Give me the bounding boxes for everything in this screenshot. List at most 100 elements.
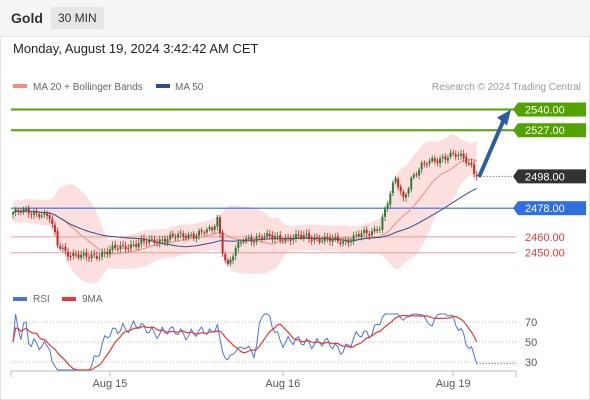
candle-body	[229, 259, 232, 264]
candle-body	[51, 218, 54, 225]
candle-body	[321, 240, 324, 242]
level-tag-pointer-0	[513, 102, 518, 117]
candle-body	[250, 236, 253, 242]
candle-body	[423, 162, 426, 164]
legend-swatch-ma20	[13, 84, 27, 88]
candle-body	[182, 233, 185, 237]
candle-body	[363, 230, 366, 234]
candle-body	[289, 239, 292, 241]
candle-body	[53, 224, 56, 233]
price-legend: MA 20 + Bollinger Bands MA 50	[13, 82, 204, 93]
candle-body	[17, 210, 20, 212]
candle-body	[360, 233, 363, 238]
projection-arrow-head	[497, 109, 511, 126]
candle-body	[300, 234, 303, 239]
candle-body	[266, 233, 269, 237]
candle-body	[95, 255, 98, 259]
candle-body	[449, 152, 452, 158]
level-label-3: 2478.00	[525, 203, 565, 215]
candle-body	[232, 256, 235, 261]
candle-body	[166, 239, 169, 243]
candle-body	[59, 246, 62, 249]
candle-body	[226, 260, 229, 264]
candle-body	[213, 226, 216, 230]
candle-body	[405, 194, 407, 198]
candle-body	[441, 156, 444, 159]
candle-body	[174, 236, 177, 238]
candle-body	[187, 234, 190, 239]
candle-body	[334, 237, 337, 239]
candle-body	[27, 207, 30, 214]
candle-body	[439, 158, 442, 164]
candle-body	[302, 235, 305, 239]
candle-body	[326, 237, 329, 239]
legend-label-rsi: RSI	[33, 294, 50, 305]
rsi-tick-0: 70	[525, 317, 537, 329]
candle-body	[22, 208, 25, 213]
candle-body	[452, 152, 455, 154]
candle-body	[132, 244, 135, 246]
candle-body	[77, 254, 80, 258]
candle-body	[391, 182, 394, 194]
candle-body	[436, 160, 439, 163]
candle-body	[433, 158, 436, 162]
candle-body	[169, 234, 172, 240]
candle-body	[297, 234, 300, 236]
candle-body	[253, 241, 256, 243]
candle-body	[156, 242, 159, 244]
candle-body	[284, 238, 287, 242]
candle-body	[72, 253, 75, 256]
candle-body	[394, 177, 397, 183]
candle-body	[263, 236, 266, 239]
candle-body	[339, 242, 342, 245]
candle-body	[370, 231, 373, 235]
candle-body	[287, 237, 290, 239]
candle-body	[56, 231, 59, 246]
candle-body	[294, 233, 297, 239]
candle-body	[407, 188, 410, 194]
candle-body	[85, 252, 88, 257]
candle-body	[245, 238, 248, 243]
candle-body	[19, 210, 22, 213]
candle-body	[80, 254, 83, 258]
level-tag-0	[518, 102, 586, 117]
level-label-0: 2540.00	[525, 105, 565, 117]
candle-body	[101, 252, 104, 257]
candle-body	[397, 178, 400, 188]
candle-body	[200, 230, 203, 232]
candle-body	[378, 229, 381, 231]
candle-body	[127, 248, 130, 250]
candle-body	[93, 253, 96, 255]
candle-body	[274, 236, 276, 240]
candle-body	[35, 210, 38, 214]
candle-body	[462, 153, 465, 158]
candle-body	[386, 203, 389, 209]
rsi-panel: 70 50 30	[11, 313, 537, 371]
candle-body	[247, 237, 250, 239]
timeframe-button[interactable]: 30 MIN	[51, 7, 104, 29]
x-axis: Aug 15 Aug 16 Aug 19	[10, 370, 517, 390]
legend-swatch-ma50	[156, 84, 170, 88]
bollinger-band-area	[13, 134, 477, 284]
candle-body	[475, 174, 478, 177]
candle-body	[399, 186, 402, 192]
chart-header: Gold 30 MIN	[0, 0, 590, 37]
candle-body	[420, 162, 423, 170]
candle-body	[342, 241, 345, 244]
candle-body	[158, 239, 161, 244]
candle-body	[242, 241, 245, 243]
candle-body	[467, 162, 470, 165]
candle-body	[90, 254, 93, 259]
candle-body	[82, 253, 85, 256]
candle-body	[216, 217, 219, 227]
copyright: Research © 2024 Trading Central	[432, 82, 581, 93]
level-label-1: 2527.00	[525, 125, 565, 137]
candle-body	[376, 229, 379, 232]
candle-body	[344, 240, 347, 242]
candle-body	[177, 234, 180, 238]
candle-body	[308, 233, 311, 239]
legend-label-ma20: MA 20 + Bollinger Bands	[33, 82, 143, 93]
candle-body	[116, 248, 119, 250]
candle-body	[150, 238, 153, 240]
candle-body	[145, 242, 148, 244]
